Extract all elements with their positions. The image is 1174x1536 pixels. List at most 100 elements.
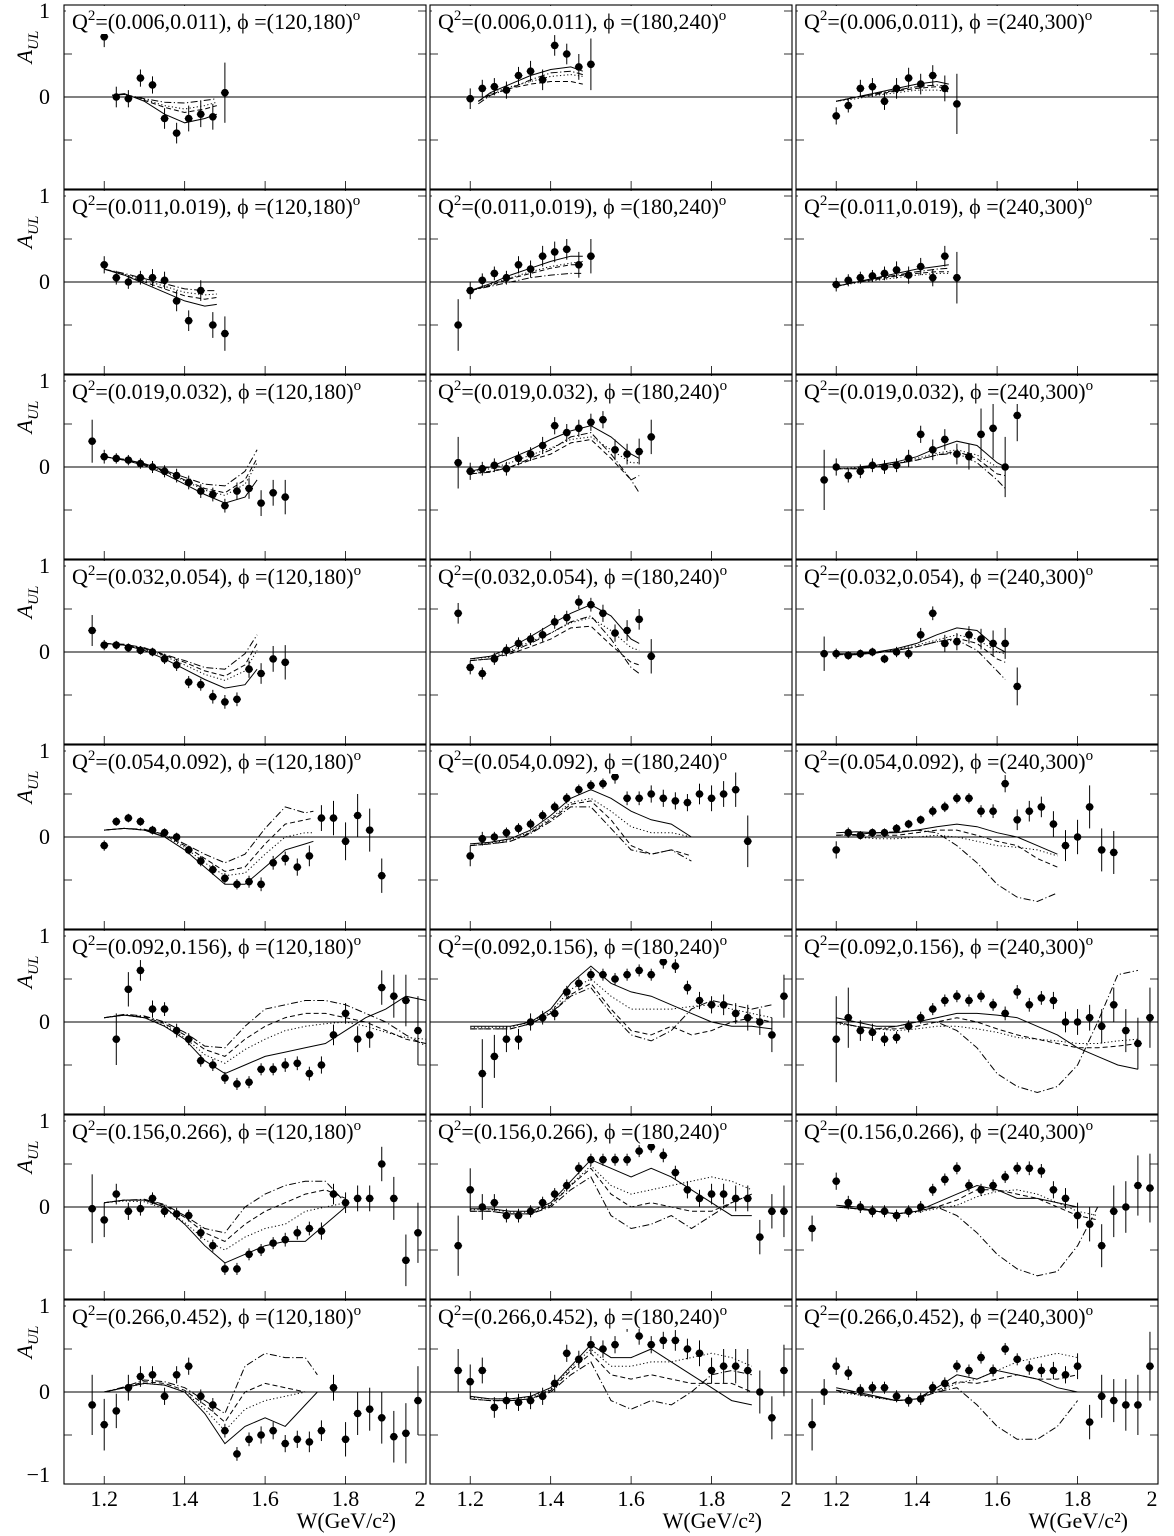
data-point [856,1026,865,1035]
data-point [100,841,109,850]
y-tick-label-zero: 0 [39,1194,50,1219]
data-point [209,1061,217,1069]
data-point [892,461,901,470]
data-point [148,826,157,834]
data-point [587,60,595,69]
panel-r1-c2: Q2=(0.011,0.019), ϕ =(240,300)o [795,189,1159,375]
data-point [136,1372,145,1381]
data-point [844,276,853,285]
data-point [731,1194,740,1203]
data-point [768,1031,776,1039]
data-point [478,276,487,285]
data-point [184,114,193,123]
data-point [989,424,997,433]
panel-r1-c0: Q2=(0.011,0.019), ϕ =(120,180)o [63,189,427,375]
y-tick-label-zero: 0 [39,639,50,664]
data-point [671,797,680,805]
model-curve-dashed [104,817,314,872]
data-point [647,1143,656,1151]
model-curve-dashdot [470,615,640,674]
data-points [478,954,788,1108]
data-point [1001,1173,1009,1181]
data-point [671,962,680,970]
data-point [184,678,193,686]
data-point [148,648,157,656]
x-tick-label: 1.4 [903,1486,931,1511]
data-point [502,86,511,94]
y-axis-label: AUL [12,31,42,66]
data-point [575,785,583,794]
data-point [731,1009,740,1018]
data-point [695,1349,704,1358]
data-point [196,680,205,689]
model-curve-solid [836,627,1006,655]
data-point [1085,1220,1094,1228]
data-point [587,781,595,790]
data-point [844,1369,853,1377]
panel-title: Q2=(0.156,0.266), ϕ =(180,240)o [438,1118,727,1144]
data-point [305,1438,314,1446]
y-axis-label: AUL [12,1326,42,1361]
title-background [432,6,733,34]
data-point [977,1353,985,1362]
data-point [257,1246,265,1254]
data-point [478,1203,487,1211]
data-point [731,1362,740,1370]
data-point [209,321,217,329]
data-point [989,1366,997,1375]
title-background [432,191,733,219]
data-point [100,1420,109,1429]
title-background [798,561,1100,589]
data-point [377,983,386,992]
data-point [1037,994,1046,1002]
data-point [941,803,949,811]
data-point [1061,1194,1070,1203]
data-point [562,988,571,996]
data-point [719,790,728,798]
data-point [880,463,889,471]
data-point [832,649,841,658]
data-point [695,1194,704,1203]
data-point [892,84,901,93]
data-point [647,790,656,798]
data-point [478,669,487,678]
data-point [695,790,704,798]
data-point [756,1388,764,1396]
data-point [916,1203,925,1211]
data-point [100,1216,109,1224]
data-point [941,639,949,648]
data-point [941,435,949,444]
data-points [820,606,1022,706]
data-point [780,992,788,1000]
x-tick-label: 2 [1147,1486,1158,1511]
data-points [808,1331,1154,1451]
model-curve-dotted [470,1165,752,1213]
panel-title: Q2=(0.266,0.452), ϕ =(180,240)o [438,1303,727,1329]
data-point [514,824,523,833]
data-point [1122,1026,1130,1035]
data-point [635,1147,643,1155]
data-point [377,1160,386,1168]
model-curve-dashed [470,438,640,481]
data-point [414,1229,422,1237]
data-point [1025,1164,1034,1173]
data-point [172,661,181,669]
data-point [916,430,925,439]
data-point [305,852,314,860]
model-curve-dotted [836,449,1006,470]
model-curve-dashdot [104,1000,426,1049]
title-background [798,1301,1100,1329]
data-point [353,1035,362,1043]
data-point [977,430,985,439]
data-point [599,415,607,424]
data-point [892,1211,901,1220]
data-point [160,276,169,285]
model-curve-dashdot [836,452,1006,489]
data-point [221,698,229,706]
model-curve-dashdot [470,986,773,1042]
data-point [526,450,535,458]
data-point [856,649,865,658]
data-point [317,814,326,822]
panel-title: Q2=(0.156,0.266), ϕ =(120,180)o [72,1118,361,1144]
data-point [562,1349,571,1358]
